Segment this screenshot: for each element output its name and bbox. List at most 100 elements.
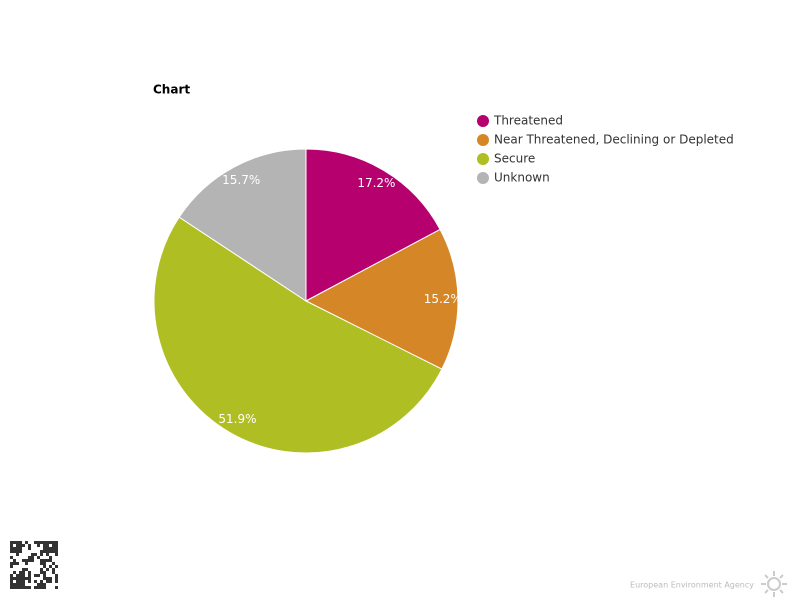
- qr-cell: [13, 541, 16, 544]
- credit: European Environment Agency: [630, 581, 754, 590]
- qr-cell: [46, 541, 49, 544]
- qr-cell: [34, 574, 37, 577]
- qr-cell: [34, 586, 37, 589]
- qr-cell: [40, 562, 43, 565]
- qr-cell: [16, 541, 19, 544]
- qr-cell: [13, 571, 16, 574]
- data-label: 15.2%: [424, 292, 462, 306]
- qr-cell: [19, 577, 22, 580]
- qr-cell: [52, 541, 55, 544]
- qr-cell: [55, 580, 58, 583]
- qr-cell: [10, 547, 13, 550]
- qr-cell: [16, 577, 19, 580]
- qr-cell: [49, 541, 52, 544]
- qr-cell: [37, 541, 40, 544]
- qr-cell: [55, 586, 58, 589]
- qr-cell: [55, 565, 58, 568]
- pie-slice: [178, 148, 307, 302]
- qr-cell: [37, 583, 40, 586]
- data-label: 15.7%: [222, 173, 260, 187]
- qr-cell: [43, 550, 46, 553]
- qr-cell: [25, 541, 28, 544]
- qr-cell: [13, 562, 16, 565]
- qr-cell: [52, 571, 55, 574]
- qr-cell: [22, 580, 25, 583]
- qr-cell: [25, 586, 28, 589]
- qr-cell: [10, 580, 13, 583]
- qr-cell: [31, 556, 34, 559]
- qr-cell: [43, 574, 46, 577]
- qr-cell: [16, 583, 19, 586]
- qr-cell: [55, 541, 58, 544]
- legend-label: Secure: [494, 152, 535, 166]
- qr-cell: [49, 559, 52, 562]
- qr-cell: [19, 541, 22, 544]
- qr-cell: [49, 547, 52, 550]
- qr-cell: [10, 583, 13, 586]
- qr-cell: [25, 577, 28, 580]
- qr-cell: [28, 544, 31, 547]
- qr-cell: [43, 544, 46, 547]
- qr-cell: [31, 553, 34, 556]
- qr-cell: [10, 574, 13, 577]
- pie-slice: [305, 148, 441, 302]
- qr-cell: [16, 544, 19, 547]
- qr-cell: [16, 586, 19, 589]
- qr-cell: [10, 556, 13, 559]
- qr-cell: [40, 559, 43, 562]
- qr-cell: [22, 583, 25, 586]
- qr-cell: [28, 571, 31, 574]
- legend-label: Near Threatened, Declining or Depleted: [494, 133, 734, 147]
- qr-cell: [16, 550, 19, 553]
- qr-cell: [19, 586, 22, 589]
- chart-title: Chart: [153, 83, 190, 97]
- qr-cell: [46, 544, 49, 547]
- qr-cell: [37, 556, 40, 559]
- data-labels: 17.2% 15.2% 51.9% 15.7%: [218, 173, 462, 426]
- qr-cell: [52, 562, 55, 565]
- qr-cell: [22, 577, 25, 580]
- qr-cell: [55, 553, 58, 556]
- qr-cell: [10, 544, 13, 547]
- qr-cell: [46, 550, 49, 553]
- qr-cell: [43, 586, 46, 589]
- qr-cell: [40, 571, 43, 574]
- qr-cell: [52, 544, 55, 547]
- qr-cell: [13, 547, 16, 550]
- qr-cell: [55, 574, 58, 577]
- qr-cell: [40, 541, 43, 544]
- qr-cell: [31, 559, 34, 562]
- qr-cell: [25, 562, 28, 565]
- qr-cell: [43, 547, 46, 550]
- qr-cell: [40, 583, 43, 586]
- qr-cell: [22, 571, 25, 574]
- qr-cell: [28, 547, 31, 550]
- qr-cell: [49, 580, 52, 583]
- qr-code: [10, 541, 58, 589]
- qr-cell: [16, 562, 19, 565]
- qr-cell: [49, 577, 52, 580]
- qr-cell: [43, 583, 46, 586]
- qr-cell: [10, 550, 13, 553]
- legend-label: Unknown: [494, 171, 550, 185]
- qr-cell: [22, 586, 25, 589]
- qr-cell: [22, 574, 25, 577]
- qr-cell: [40, 550, 43, 553]
- qr-cell: [25, 559, 28, 562]
- legend-swatch: [477, 153, 489, 165]
- qr-cell: [49, 556, 52, 559]
- qr-cell: [19, 580, 22, 583]
- qr-cell: [34, 580, 37, 583]
- qr-cell: [28, 574, 31, 577]
- qr-cell: [52, 568, 55, 571]
- qr-cell: [19, 574, 22, 577]
- qr-cell: [16, 580, 19, 583]
- qr-cell: [40, 568, 43, 571]
- qr-cell: [13, 586, 16, 589]
- qr-cell: [13, 583, 16, 586]
- qr-cell: [46, 553, 49, 556]
- qr-cell: [34, 541, 37, 544]
- qr-cell: [43, 565, 46, 568]
- qr-cell: [46, 559, 49, 562]
